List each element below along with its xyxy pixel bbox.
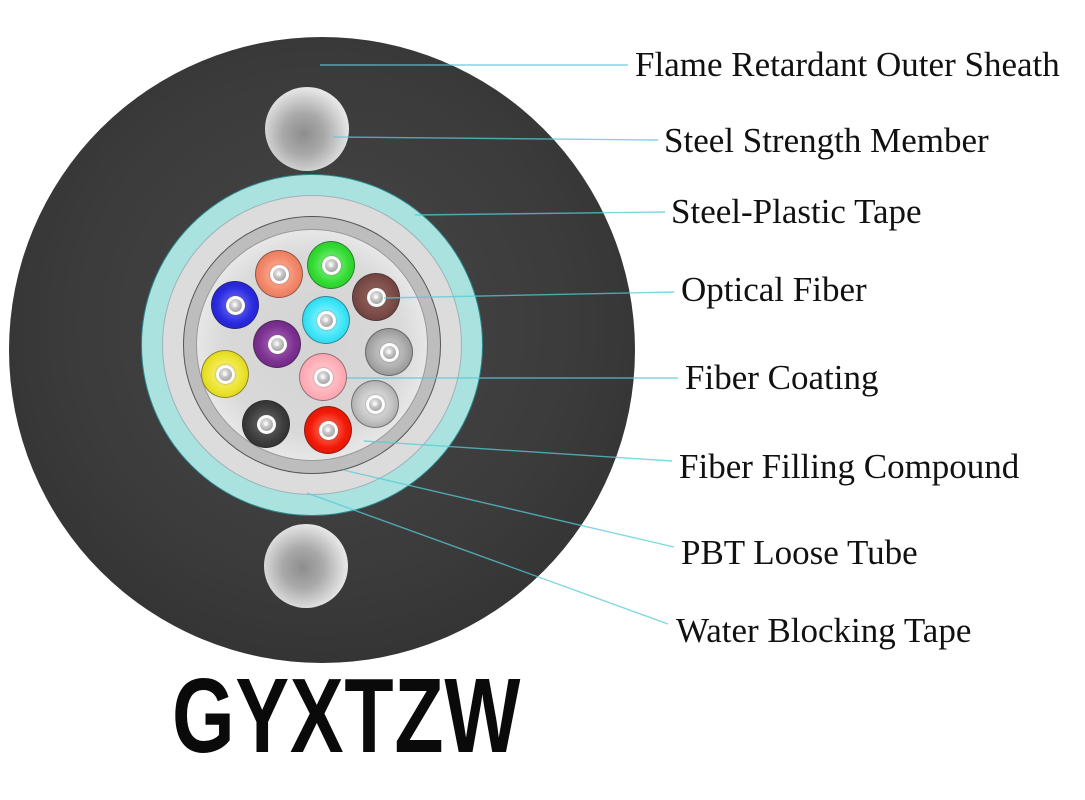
fiber-brown-core-highlight bbox=[374, 295, 378, 299]
fiber-green-core-highlight bbox=[329, 263, 333, 267]
label-flame-retardant-outer-sheath: Flame Retardant Outer Sheath bbox=[635, 45, 1060, 84]
fiber-orange-core bbox=[272, 267, 286, 281]
fiber-blue bbox=[211, 281, 259, 329]
fiber-black-core bbox=[259, 417, 273, 431]
fiber-violet-core bbox=[270, 337, 284, 351]
label-steel-plastic-tape: Steel-Plastic Tape bbox=[671, 192, 922, 231]
fiber-yellow-core bbox=[218, 367, 232, 381]
fiber-blue-core-highlight bbox=[233, 303, 237, 307]
fiber-green-core bbox=[324, 258, 338, 272]
fiber-blue-core bbox=[228, 298, 242, 312]
steel-strength-member-top bbox=[265, 87, 349, 171]
fiber-white-core-highlight bbox=[373, 402, 377, 406]
fiber-slate-coating-core bbox=[379, 342, 399, 362]
label-pbt-loose-tube: PBT Loose Tube bbox=[681, 533, 918, 572]
fiber-yellow-coating-core bbox=[215, 364, 235, 384]
fiber-red bbox=[304, 406, 352, 454]
fiber-aqua bbox=[302, 296, 350, 344]
fiber-black-coating-core bbox=[256, 414, 276, 434]
fiber-aqua-core bbox=[319, 313, 333, 327]
fiber-blue-coating-core bbox=[225, 295, 245, 315]
fiber-white-core bbox=[368, 397, 382, 411]
fiber-rose-coating-core bbox=[313, 367, 333, 387]
fiber-yellow bbox=[201, 350, 249, 398]
fiber-orange-core-highlight bbox=[277, 272, 281, 276]
label-steel-strength-member: Steel Strength Member bbox=[664, 121, 989, 160]
fiber-red-coating-core bbox=[318, 420, 338, 440]
cable-model-title: GYXTZW bbox=[172, 657, 522, 775]
fiber-slate-core bbox=[382, 345, 396, 359]
fiber-white bbox=[351, 380, 399, 428]
fiber-orange-coating-core bbox=[269, 264, 289, 284]
fiber-yellow-core-highlight bbox=[223, 372, 227, 376]
fiber-green-coating-core bbox=[321, 255, 341, 275]
fiber-rose-core-highlight bbox=[321, 375, 325, 379]
fiber-violet bbox=[253, 320, 301, 368]
fiber-slate bbox=[365, 328, 413, 376]
fiber-brown-coating-core bbox=[366, 287, 386, 307]
fiber-orange bbox=[255, 250, 303, 298]
fiber-red-core bbox=[321, 423, 335, 437]
label-fiber-filling-compound: Fiber Filling Compound bbox=[679, 447, 1020, 486]
fiber-slate-core-highlight bbox=[387, 350, 391, 354]
fiber-rose bbox=[299, 353, 347, 401]
fiber-white-coating-core bbox=[365, 394, 385, 414]
fiber-green bbox=[307, 241, 355, 289]
fiber-aqua-coating-core bbox=[316, 310, 336, 330]
fiber-black bbox=[242, 400, 290, 448]
label-water-blocking-tape: Water Blocking Tape bbox=[676, 611, 972, 650]
fiber-rose-core bbox=[316, 370, 330, 384]
fiber-violet-coating-core bbox=[267, 334, 287, 354]
fiber-red-core-highlight bbox=[326, 428, 330, 432]
label-fiber-coating: Fiber Coating bbox=[685, 358, 879, 397]
fiber-black-core-highlight bbox=[264, 422, 268, 426]
label-optical-fiber: Optical Fiber bbox=[681, 270, 867, 309]
fiber-brown-core bbox=[369, 290, 383, 304]
fiber-aqua-core-highlight bbox=[324, 318, 328, 322]
fiber-violet-core-highlight bbox=[275, 342, 279, 346]
